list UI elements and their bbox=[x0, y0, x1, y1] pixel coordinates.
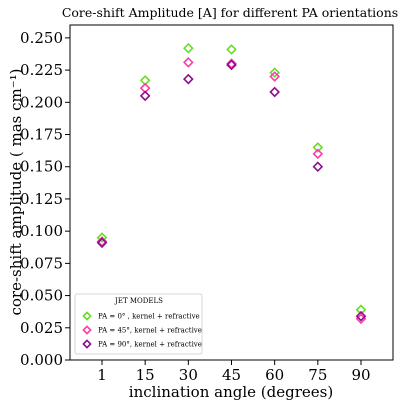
data-point-series-3 bbox=[312, 161, 324, 173]
x-tick-label: 1 bbox=[97, 366, 107, 384]
legend-marker-series-1 bbox=[82, 311, 92, 321]
y-tick-label: 0.175 bbox=[20, 126, 63, 144]
data-point-series-1 bbox=[96, 232, 108, 243]
y-tick-label: 0.075 bbox=[20, 254, 63, 272]
y-tick-label: 0.250 bbox=[20, 29, 63, 47]
y-tick-label: 0.200 bbox=[20, 93, 63, 111]
legend-label-series-2: PA = 45°, kernel + refractive bbox=[98, 327, 202, 335]
data-point-series-1 bbox=[183, 42, 194, 54]
data-point-series-2 bbox=[312, 148, 324, 160]
x-tick-label: 60 bbox=[265, 366, 284, 384]
legend: JET MODELS PA = 0° , kernel + refractive… bbox=[74, 293, 203, 355]
y-tick-label: 0.125 bbox=[20, 190, 63, 208]
legend-marker-series-2 bbox=[82, 325, 92, 335]
x-tick-label: 45 bbox=[222, 366, 241, 384]
data-point-series-3 bbox=[96, 237, 108, 249]
data-point-series-2 bbox=[183, 57, 194, 68]
y-tick-label: 0.025 bbox=[20, 319, 63, 337]
data-point-series-2 bbox=[96, 236, 108, 247]
x-tick-label: 15 bbox=[136, 366, 155, 384]
data-point-series-3 bbox=[183, 73, 194, 85]
y-axis: 0.000 0.025 0.050 0.075 0.100 0.125 0.150 0.175… bbox=[20, 29, 70, 369]
legend-marker-series-3 bbox=[82, 339, 92, 349]
data-point-series-2 bbox=[269, 71, 280, 82]
data-point-series-2 bbox=[226, 58, 237, 69]
x-axis: 1 15 30 45 60 75 90 bbox=[97, 360, 371, 384]
y-tick-label: 0.000 bbox=[20, 351, 63, 369]
chart-title: Core-shift Amplitude [A] for different P… bbox=[62, 5, 398, 20]
data-point-series-3 bbox=[139, 90, 151, 102]
x-tick-label: 30 bbox=[179, 366, 198, 384]
y-tick-label: 0.050 bbox=[20, 287, 63, 305]
y-tick-label: 0.225 bbox=[20, 61, 63, 79]
data-markers bbox=[96, 42, 367, 325]
data-point-series-1 bbox=[269, 67, 280, 79]
legend-title: JET MODELS bbox=[114, 297, 163, 305]
data-point-series-1 bbox=[226, 44, 237, 55]
y-tick-label: 0.100 bbox=[20, 222, 63, 240]
data-point-series-1 bbox=[312, 142, 324, 153]
x-axis-label: inclination angle (degrees) bbox=[129, 383, 333, 401]
data-point-series-3 bbox=[269, 86, 280, 98]
x-tick-label: 75 bbox=[308, 366, 327, 384]
legend-label-series-3: PA = 90°, kernel + refractive bbox=[98, 341, 202, 349]
legend-box bbox=[74, 293, 203, 355]
y-axis-label: core-shift amplitude ( mas cm⁻¹) bbox=[7, 68, 25, 315]
data-point-series-3 bbox=[226, 59, 237, 71]
legend-label-series-1: PA = 0° , kernel + refractive bbox=[98, 313, 200, 321]
x-tick-label: 90 bbox=[351, 366, 370, 384]
data-point-series-3 bbox=[355, 310, 367, 322]
y-tick-label: 0.150 bbox=[20, 158, 63, 176]
